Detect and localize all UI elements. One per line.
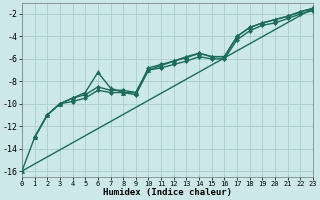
X-axis label: Humidex (Indice chaleur): Humidex (Indice chaleur) — [103, 188, 232, 197]
